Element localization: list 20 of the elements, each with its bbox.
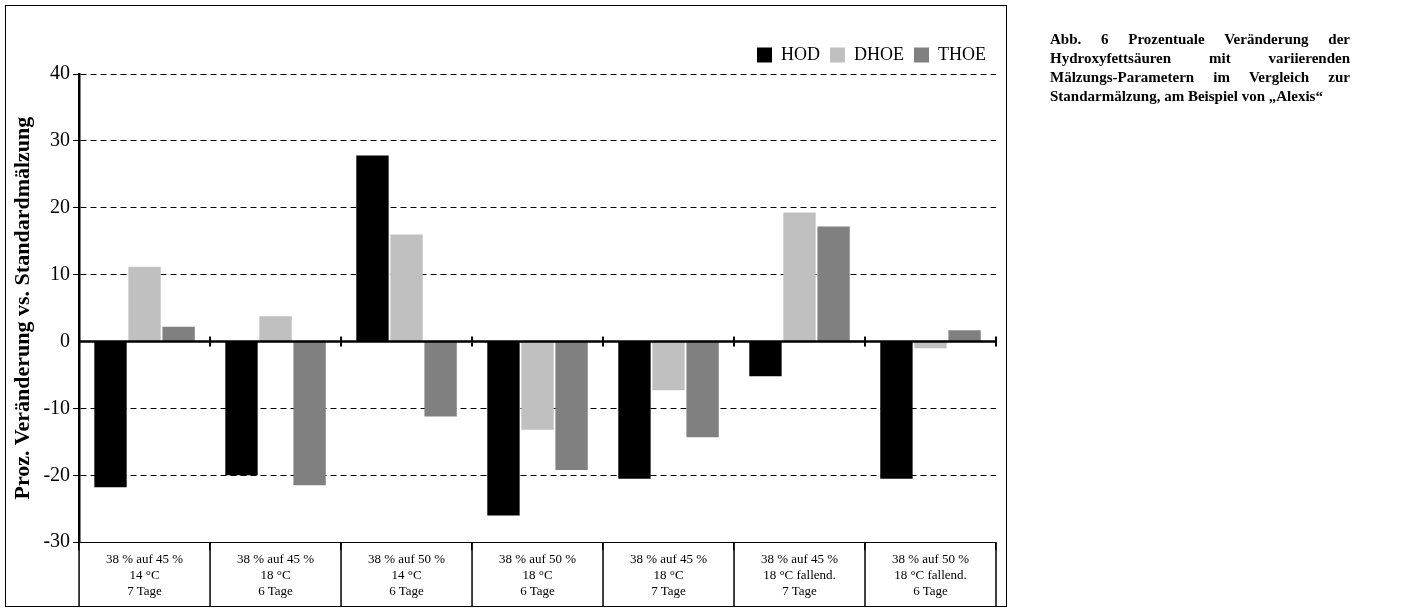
y-tick-label: -30	[43, 529, 71, 552]
y-tick-label: 40	[50, 61, 71, 84]
x-tick-label: 38 % auf 50 % 18 °C 6 Tage	[498, 551, 577, 598]
legend-label: THOE	[938, 43, 987, 64]
y-tick-label: 0	[60, 328, 71, 351]
y-tick-label: 30	[50, 128, 71, 151]
y-tick-label: -20	[43, 462, 71, 485]
text: Abb. 6 Prozentuale Veränderung der Hydroxyfettsäuren mit variierenden Mälzungs-Parametern im Vergleich zur Standarmälzung, am Beispiel von „Alexis“	[1050, 30, 1350, 106]
x-tick-label: 38 % auf 50 % 14 °C 6 Tage	[367, 551, 446, 598]
x-tick-label: 38 % auf 45 % 14 °C 7 Tage	[105, 551, 184, 598]
y-axis-title: Proz. Veränderung vs. Standardmälzung	[8, 116, 34, 500]
legend-label: DHOE	[854, 43, 905, 64]
y-tick-label: 10	[50, 261, 71, 284]
y-tick-label: 20	[50, 195, 71, 218]
x-tick-label: 38 % auf 45 % 18 °C fallend. 7 Tage	[760, 551, 839, 598]
y-tick-label: -10	[43, 395, 71, 418]
x-tick-label: 38 % auf 50 % 18 °C fallend. 6 Tage	[891, 551, 970, 598]
x-tick-label: 38 % auf 45 % 18 °C 6 Tage	[236, 551, 315, 598]
legend-label: HOD	[781, 43, 821, 64]
x-tick-label: 38 % auf 45 % 18 °C 7 Tage	[629, 551, 708, 598]
